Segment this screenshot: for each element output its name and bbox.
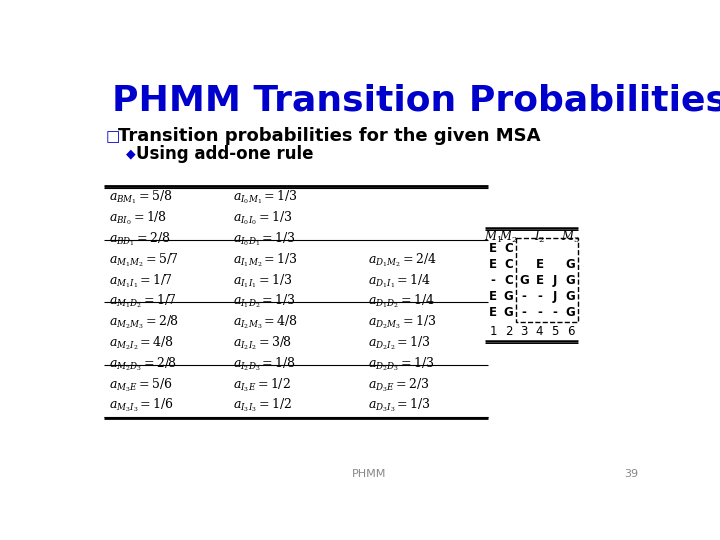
Text: ◆: ◆ (126, 147, 135, 160)
Text: 3: 3 (521, 326, 528, 339)
Text: $I_2$: $I_2$ (534, 228, 545, 245)
Text: E: E (489, 258, 497, 271)
Text: $a_{D_3I_3} = 1/3$: $a_{D_3I_3} = 1/3$ (368, 397, 431, 414)
Bar (516, 238, 578, 322)
Text: J: J (553, 290, 557, 303)
Text: $a_{I_2I_2} = 3/8$: $a_{I_2I_2} = 3/8$ (233, 334, 292, 352)
Text: C: C (504, 241, 513, 254)
Text: E: E (489, 241, 497, 254)
Text: $a_{BI_0} = 1/8$: $a_{BI_0} = 1/8$ (109, 210, 166, 227)
Text: Transition probabilities for the given MSA: Transition probabilities for the given M… (118, 127, 541, 145)
Text: 5: 5 (552, 326, 559, 339)
Text: $a_{I_1I_1} = 1/3$: $a_{I_1I_1} = 1/3$ (233, 272, 292, 289)
Text: $a_{I_3E} = 1/2$: $a_{I_3E} = 1/2$ (233, 376, 290, 394)
Text: 4: 4 (536, 326, 544, 339)
Text: $a_{D_3E} = 2/3$: $a_{D_3E} = 2/3$ (368, 376, 430, 394)
Text: E: E (489, 306, 497, 319)
Text: $a_{D_2D_3} = 1/3$: $a_{D_2D_3} = 1/3$ (368, 355, 435, 373)
Text: G: G (566, 274, 575, 287)
Text: C: C (504, 258, 513, 271)
Text: $a_{M_2D_3} = 2/8$: $a_{M_2D_3} = 2/8$ (109, 355, 176, 373)
Text: $a_{M_1I_1} = 1/7$: $a_{M_1I_1} = 1/7$ (109, 272, 173, 289)
Text: G: G (503, 290, 513, 303)
Text: E: E (489, 290, 497, 303)
Text: $M_2$: $M_2$ (499, 228, 518, 245)
Text: $a_{BD_1} = 2/8$: $a_{BD_1} = 2/8$ (109, 231, 170, 248)
Text: $a_{M_1D_2} = 1/7$: $a_{M_1D_2} = 1/7$ (109, 293, 176, 310)
Text: $a_{D_2M_3} = 1/3$: $a_{D_2M_3} = 1/3$ (368, 314, 437, 331)
Text: -: - (521, 290, 526, 303)
Text: J: J (553, 274, 557, 287)
Text: PHMM Transition Probabilities: PHMM Transition Probabilities (112, 83, 720, 117)
Text: -: - (521, 306, 526, 319)
Text: Using add-one rule: Using add-one rule (137, 145, 314, 163)
Text: $a_{M_1M_2} = 5/7$: $a_{M_1M_2} = 5/7$ (109, 251, 178, 269)
Text: G: G (519, 274, 529, 287)
Text: $a_{I_2D_3} = 1/8$: $a_{I_2D_3} = 1/8$ (233, 355, 295, 373)
Text: 2: 2 (505, 326, 512, 339)
Text: C: C (504, 274, 513, 287)
Text: □: □ (106, 129, 120, 144)
Text: $M_3$: $M_3$ (561, 228, 580, 245)
Text: G: G (503, 306, 513, 319)
Text: 39: 39 (624, 469, 638, 480)
Text: $a_{I_0M_1} = 1/3$: $a_{I_0M_1} = 1/3$ (233, 189, 297, 206)
Text: $a_{M_2M_3} = 2/8$: $a_{M_2M_3} = 2/8$ (109, 314, 179, 331)
Text: $a_{D_1D_2} = 1/4$: $a_{D_1D_2} = 1/4$ (368, 293, 435, 310)
Text: $a_{I_1M_2} = 1/3$: $a_{I_1M_2} = 1/3$ (233, 251, 297, 269)
Text: G: G (566, 258, 575, 271)
Text: 1: 1 (490, 326, 497, 339)
Text: E: E (536, 274, 544, 287)
Text: $a_{M_2I_2} = 4/8$: $a_{M_2I_2} = 4/8$ (109, 334, 173, 352)
Text: $a_{I_0I_0} = 1/3$: $a_{I_0I_0} = 1/3$ (233, 210, 292, 227)
Text: $M_1$: $M_1$ (484, 228, 502, 245)
Text: $a_{D_1I_1} = 1/4$: $a_{D_1I_1} = 1/4$ (368, 272, 431, 289)
Text: $a_{M_3I_3} = 1/6$: $a_{M_3I_3} = 1/6$ (109, 397, 174, 414)
Text: -: - (552, 306, 557, 319)
Text: 6: 6 (567, 326, 575, 339)
Text: -: - (490, 274, 495, 287)
Text: $a_{M_3E} = 5/6$: $a_{M_3E} = 5/6$ (109, 376, 173, 394)
Text: $a_{I_1D_2} = 1/3$: $a_{I_1D_2} = 1/3$ (233, 293, 296, 310)
Text: G: G (566, 290, 575, 303)
Text: $a_{BM_1} = 5/8$: $a_{BM_1} = 5/8$ (109, 189, 172, 206)
Text: $a_{I_2M_3} = 4/8$: $a_{I_2M_3} = 4/8$ (233, 314, 297, 331)
Text: $a_{I_0D_1} = 1/3$: $a_{I_0D_1} = 1/3$ (233, 231, 296, 248)
Text: G: G (566, 306, 575, 319)
Text: -: - (537, 290, 542, 303)
Text: $a_{D_2I_2} = 1/3$: $a_{D_2I_2} = 1/3$ (368, 334, 431, 352)
Text: $a_{D_1M_2} = 2/4$: $a_{D_1M_2} = 2/4$ (368, 251, 437, 269)
Text: E: E (536, 258, 544, 271)
Text: $a_{I_3I_3} = 1/2$: $a_{I_3I_3} = 1/2$ (233, 397, 292, 414)
Text: -: - (537, 306, 542, 319)
Text: PHMM: PHMM (352, 469, 386, 480)
